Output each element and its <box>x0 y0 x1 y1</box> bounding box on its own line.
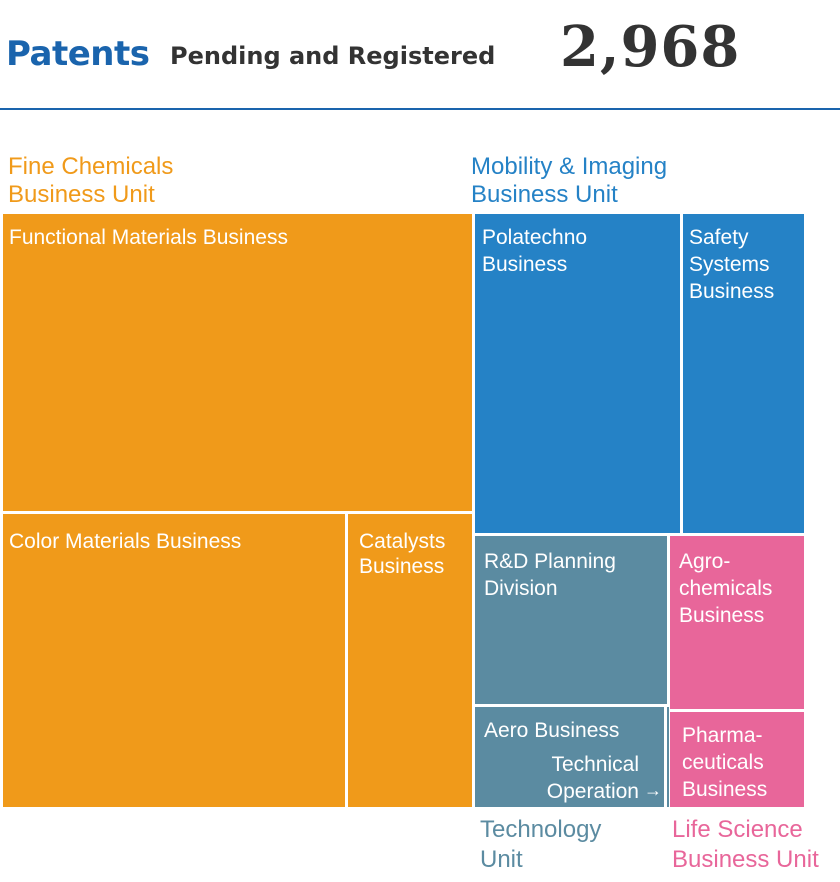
tile-label-color: Color Materials Business <box>9 530 241 553</box>
group-label-mobility-imaging: Mobility & Imaging Business Unit <box>471 153 667 208</box>
tile-label-functional: Functional Materials Business <box>9 226 288 249</box>
total-count: 2,968 <box>560 14 741 80</box>
tile-color <box>3 514 345 807</box>
tile-aero <box>475 707 664 807</box>
tile-pharma <box>670 712 804 807</box>
tile-arrow-techop: → <box>644 780 662 800</box>
page-header: Patents Pending and Registered 2,968 <box>0 0 840 110</box>
tile-label-polatechno: Polatechno Business <box>482 226 587 276</box>
header-divider <box>0 108 840 110</box>
page-title: Patents <box>6 34 150 74</box>
tile-label-agro: Agro-chemicals Business <box>679 550 772 627</box>
tile-label-safety: Safety Systems Business <box>689 226 774 303</box>
group-label-life-science: Life Science Business Unit <box>672 816 819 873</box>
group-label-fine-chemicals: Fine Chemicals Business Unit <box>8 153 173 208</box>
tile-label-rnd: R&D Planning Division <box>484 550 616 600</box>
tile-polatechno <box>475 214 680 533</box>
tile-functional <box>3 214 472 511</box>
tile-safety <box>683 214 804 533</box>
tile-label-techop: Technical Operation <box>547 753 639 803</box>
tile-catalysts <box>348 514 472 807</box>
tile-rnd <box>475 536 667 704</box>
tile-agro <box>670 536 804 709</box>
group-label-technology: Technology Unit <box>480 816 601 873</box>
tile-label-catalysts: Catalysts Business <box>359 530 445 578</box>
tile-label-aero: Aero Business <box>484 719 619 742</box>
page-subtitle: Pending and Registered <box>170 42 496 70</box>
tile-label-pharma: Pharma-ceuticals Business <box>682 724 767 801</box>
tile-techop-divider <box>667 707 669 807</box>
